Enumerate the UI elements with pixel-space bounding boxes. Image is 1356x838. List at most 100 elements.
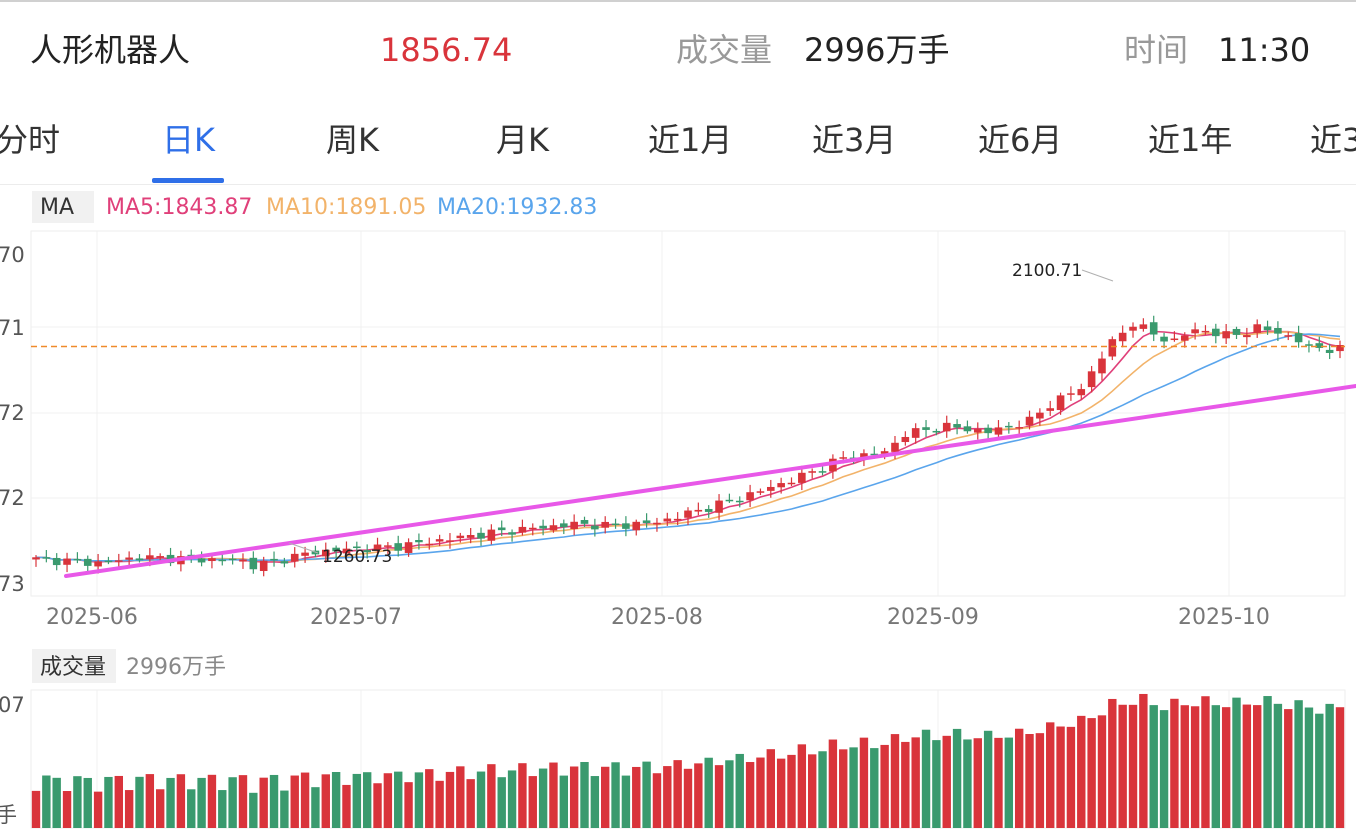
volume-tick-label: 07 — [0, 693, 25, 717]
tab-3-year[interactable]: 近3 — [1310, 121, 1356, 159]
ma20-value: MA20:1932.83 — [437, 195, 598, 220]
volume-bar — [352, 773, 362, 828]
volume-panel-value: 2996万手 — [126, 655, 226, 680]
volume-bar — [787, 754, 796, 828]
high-annotation: 2100.71 — [1012, 261, 1082, 281]
candle-body — [466, 535, 475, 538]
candle-body — [880, 451, 889, 454]
candle-body — [394, 543, 403, 551]
low-annotation-leader — [288, 542, 319, 554]
volume-bar — [290, 775, 299, 828]
candle-body — [1274, 327, 1282, 334]
candle-body — [756, 491, 765, 493]
candle-body — [808, 471, 816, 473]
volume-bar — [1284, 709, 1293, 828]
volume-bar — [704, 757, 713, 828]
volume-bar — [342, 784, 351, 828]
volume-bar — [383, 773, 393, 828]
x-tick-label: 2025-09 — [887, 605, 979, 630]
volume-bar — [1273, 703, 1283, 828]
candle-body — [1336, 345, 1344, 352]
candle-body — [1170, 338, 1179, 341]
top-border — [0, 0, 1356, 2]
volume-bar — [569, 766, 579, 828]
volume-bar — [983, 730, 993, 828]
tab-daily-k[interactable]: 日K — [162, 121, 215, 159]
volume-bar — [487, 764, 496, 828]
volume-bar — [166, 777, 175, 828]
candle-body — [725, 499, 734, 502]
tab-weekly-k[interactable]: 周K — [326, 121, 379, 159]
volume-bar — [942, 735, 951, 828]
volume-bar — [1253, 705, 1262, 828]
candle-body — [404, 542, 413, 553]
volume-bar — [31, 790, 41, 828]
candle-body — [787, 482, 796, 485]
volume-bar — [321, 774, 330, 828]
candle-body — [860, 453, 868, 459]
candle-body — [280, 561, 289, 564]
tab-3-month[interactable]: 近3月 — [812, 121, 897, 159]
tab-1-month[interactable]: 近1月 — [648, 121, 733, 159]
volume-bar — [1149, 705, 1158, 828]
candle-body — [973, 429, 982, 433]
volume-bar — [1242, 704, 1252, 828]
volume-bar — [435, 780, 444, 828]
candle-body — [363, 550, 371, 553]
candle-body — [735, 500, 744, 503]
volume-bar — [1180, 705, 1189, 828]
volume-bar — [714, 765, 724, 828]
tab-intraday[interactable]: 分时 — [0, 121, 61, 159]
volume-bar — [518, 763, 527, 828]
volume-bar — [1263, 696, 1272, 828]
x-tick-label: 2025-06 — [46, 605, 138, 630]
x-tick-label: 2025-08 — [611, 605, 703, 630]
volume-bar — [73, 776, 82, 828]
volume-bar — [414, 772, 424, 828]
ma-label[interactable]: MA — [40, 195, 75, 220]
candle-body — [1098, 358, 1106, 374]
volume-bar — [1035, 733, 1045, 828]
volume-bar — [901, 741, 910, 828]
volume-bar — [269, 774, 279, 828]
candle-body — [1201, 330, 1210, 333]
volume-bar — [921, 729, 931, 828]
volume-bar — [580, 761, 589, 828]
tab-6-month[interactable]: 近6月 — [978, 121, 1063, 159]
volume-bar — [673, 760, 682, 828]
candle-body — [290, 553, 299, 562]
candle-body — [798, 472, 806, 483]
candle-body — [901, 436, 910, 443]
volume-bar — [1201, 696, 1210, 828]
volume-bar — [1118, 704, 1127, 828]
volume-bar — [1025, 734, 1034, 828]
volume-bar — [621, 775, 631, 828]
candle-body — [228, 558, 237, 561]
volume-bar — [259, 777, 268, 828]
volume-value: 2996万手 — [804, 31, 950, 69]
candle-body — [1305, 344, 1313, 346]
tab-1-year[interactable]: 近1年 — [1148, 121, 1233, 159]
candle-body — [1077, 389, 1086, 396]
high-annotation-leader — [1081, 269, 1114, 282]
volume-bar — [93, 791, 103, 828]
candle-body — [94, 561, 102, 567]
current-price: 1856.74 — [380, 31, 513, 69]
volume-bar — [652, 773, 662, 828]
candle-body — [197, 558, 206, 563]
volume-bar — [42, 775, 51, 828]
volume-bar — [797, 744, 807, 828]
volume-bar — [83, 777, 92, 828]
candle-body — [487, 529, 496, 541]
volume-bar — [311, 787, 320, 828]
volume-bar — [1014, 728, 1024, 828]
candle-body — [1015, 427, 1023, 429]
volume-bar — [466, 779, 475, 828]
candle-body — [1232, 328, 1241, 335]
tab-monthly-k[interactable]: 月K — [496, 121, 549, 159]
volume-bar — [538, 768, 548, 828]
candle-body — [1212, 328, 1220, 337]
ma5-line — [35, 330, 1341, 564]
volume-unit-label: 手 — [0, 803, 17, 827]
